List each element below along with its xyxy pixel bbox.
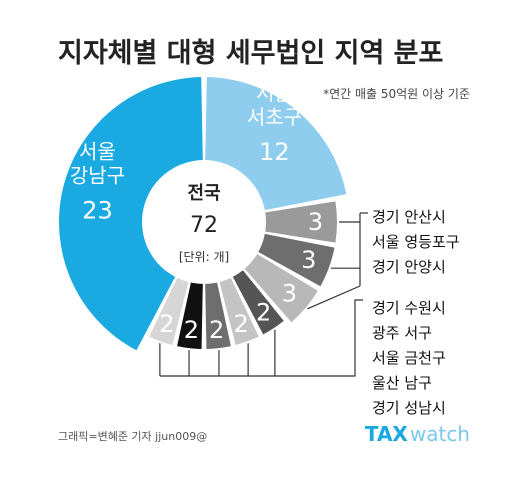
donut-slices xyxy=(58,77,347,351)
logo-tax: TAX xyxy=(365,422,409,446)
slice-name-서울-서초구-1: 서초구 xyxy=(247,105,302,129)
slice-name-서울-강남구-0: 서울 xyxy=(79,140,116,164)
slice-value-서울-강남구: 23 xyxy=(82,197,113,225)
slice-서울-영등포구 xyxy=(256,233,335,287)
chart-title: 지자체별 대형 세무법인 지역 분포 xyxy=(58,38,443,69)
slice-name-서울-서초구-0: 서울 xyxy=(256,81,293,105)
bracket-tick-경기-안양시 xyxy=(307,285,361,310)
slice-value-광주-서구: 2 xyxy=(233,310,248,338)
slice-경기-수원시 xyxy=(231,268,284,335)
slice-value-경기-수원시: 2 xyxy=(256,299,271,327)
slice-value-경기-성남시: 2 xyxy=(159,310,174,338)
chart-subtitle: *연간 매출 50억원 이상 기준 xyxy=(323,87,470,101)
legend-label-경기-안산시: 경기 안산시 xyxy=(372,208,446,226)
graphic-credit: 그래픽=변혜준 기자 jjun009@ xyxy=(58,430,207,443)
slice-name-서울-강남구-1: 강남구 xyxy=(70,164,125,188)
slice-울산-남구 xyxy=(177,280,203,349)
slice-value-울산-남구: 2 xyxy=(184,316,199,344)
bracket-group-2-line xyxy=(159,299,363,377)
slice-서울-서초구 xyxy=(205,77,347,211)
center-unit: [단위: 개] xyxy=(179,250,229,264)
center-total: 72 xyxy=(190,213,218,238)
slice-value-서울-서초구: 12 xyxy=(259,138,290,166)
legend-label-경기-안양시: 경기 안양시 xyxy=(372,258,446,276)
legend-label-울산-남구: 울산 남구 xyxy=(372,374,432,392)
legend-label-경기-성남시: 경기 성남시 xyxy=(372,399,446,417)
legend-label-광주-서구: 광주 서구 xyxy=(372,324,432,342)
donut-center xyxy=(142,160,266,284)
slice-서울-금천구 xyxy=(205,280,231,349)
legend-brackets xyxy=(159,212,368,377)
slice-value-경기-안산시: 3 xyxy=(308,208,323,236)
legend-label-서울-금천구: 서울 금천구 xyxy=(372,349,446,367)
slice-경기-안양시 xyxy=(243,252,318,323)
slice-서울-강남구 xyxy=(58,77,203,351)
slice-경기-성남시 xyxy=(149,276,190,345)
logo-watch: watch xyxy=(410,422,470,446)
legend-label-서울-영등포구: 서울 영등포구 xyxy=(372,233,460,251)
center-title: 전국 xyxy=(187,183,220,204)
legend-label-경기-수원시: 경기 수원시 xyxy=(372,299,446,317)
slice-경기-안산시 xyxy=(263,201,337,243)
slice-광주-서구 xyxy=(218,276,259,345)
slice-value-서울-영등포구: 3 xyxy=(301,246,316,274)
taxwatch-logo: TAX watch xyxy=(365,422,470,446)
slice-value-서울-금천구: 2 xyxy=(209,316,224,344)
slice-value-경기-안양시: 3 xyxy=(282,280,297,308)
